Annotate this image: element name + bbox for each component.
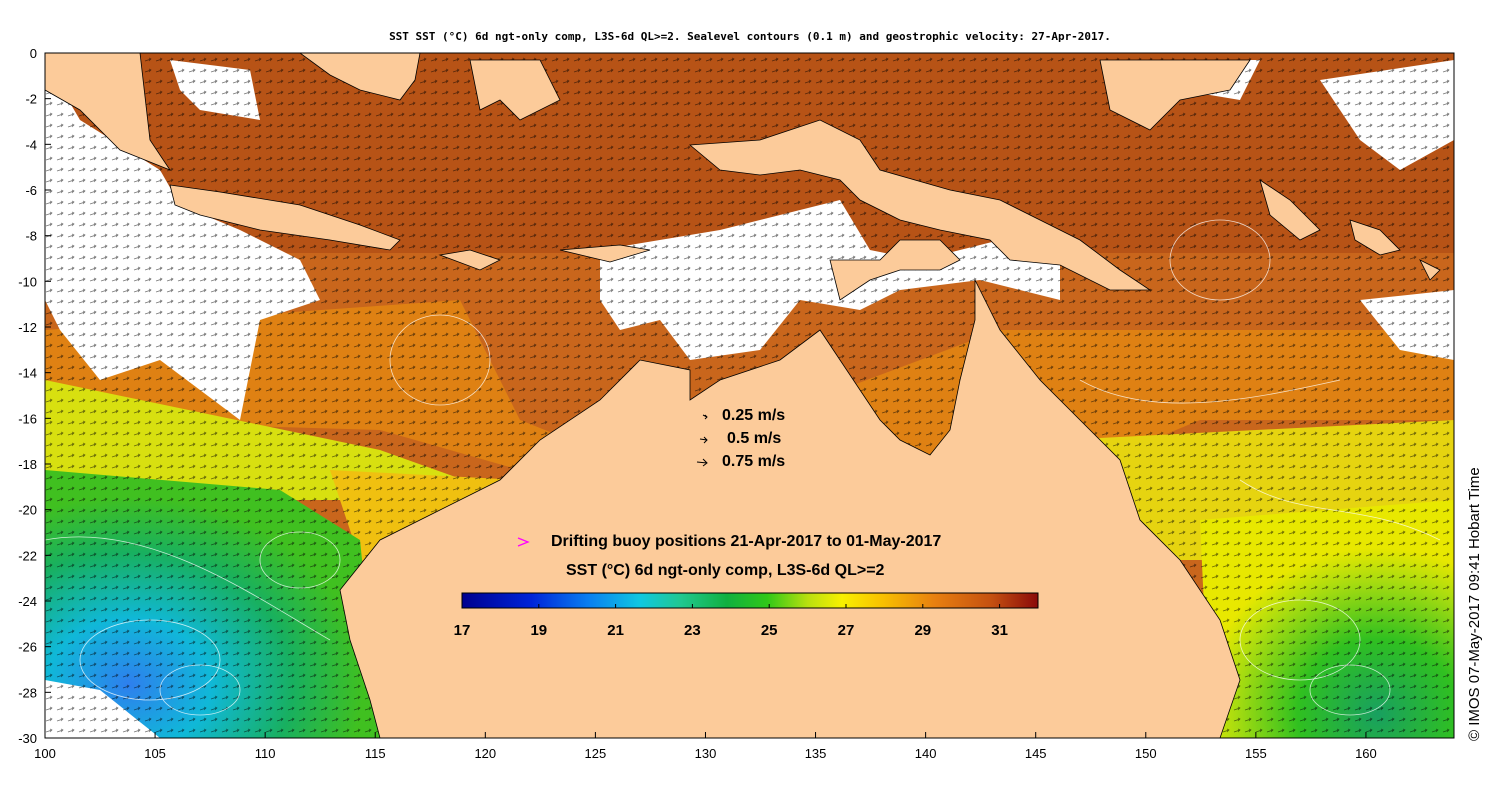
lon-tick-label: 125: [585, 746, 607, 761]
chart-title: SST SST (°C) 6d ngt-only comp, L3S-6d QL…: [389, 30, 1111, 43]
lon-tick-label: 110: [255, 746, 276, 761]
australia-landmass: [339, 279, 1241, 738]
lon-tick-label: 135: [805, 746, 827, 761]
lat-tick-label: -16: [18, 411, 37, 426]
credit-text: © IMOS 07-May-2017 09:41 Hobart Time: [1466, 467, 1483, 741]
lat-tick-label: -30: [18, 731, 37, 746]
colorbar-title: SST (°C) 6d ngt-only comp, L3S-6d QL>=2: [566, 562, 885, 579]
colorbar-tick-label: 17: [454, 622, 471, 639]
lon-tick-label: 155: [1245, 746, 1267, 761]
colorbar: [461, 592, 1039, 609]
arrow-icon-small: [702, 414, 708, 420]
lon-tick-label: 140: [915, 746, 937, 761]
velocity-label-05: 0.5 m/s: [727, 430, 782, 447]
velocity-legend-arrows: [696, 414, 708, 467]
colorbar-tick-label: 27: [838, 622, 855, 639]
lon-tick-label: 160: [1355, 746, 1377, 761]
lat-tick-label: -24: [18, 594, 37, 609]
lat-tick-label: -8: [25, 229, 37, 244]
lat-tick-label: -6: [25, 183, 37, 198]
arrow-icon-medium: [699, 436, 708, 444]
velocity-label-075: 0.75 m/s: [722, 453, 786, 470]
lon-tick-label: 105: [144, 746, 166, 761]
lon-tick-label: 130: [695, 746, 717, 761]
lat-tick-label: -12: [18, 320, 37, 335]
map-frame: [44, 52, 1455, 739]
lat-tick-label: -2: [25, 92, 37, 107]
colorbar-tick-label: 23: [684, 622, 701, 639]
colorbar-tick-label: 29: [914, 622, 931, 639]
arrow-icon-large: [696, 458, 708, 467]
colorbar-tick-label: 31: [991, 622, 1008, 639]
lat-tick-label: -22: [18, 548, 37, 563]
lat-tick-label: -14: [18, 366, 37, 381]
buoy-legend-label: Drifting buoy positions 21-Apr-2017 to 0…: [551, 533, 942, 550]
lon-tick-label: 100: [34, 746, 56, 761]
colorbar-tick-label: 19: [530, 622, 547, 639]
lat-tick-label: -28: [18, 685, 37, 700]
lat-tick-label: -18: [18, 457, 37, 472]
lon-tick-label: 145: [1025, 746, 1047, 761]
land-masses: [45, 53, 1441, 738]
colorbar-ticks: 17 19 21 23 25 27 29 31: [454, 604, 1008, 639]
velocity-label-025: 0.25 m/s: [722, 407, 786, 424]
lon-tick-label: 120: [474, 746, 496, 761]
sealevel-contours: [45, 219, 1441, 716]
lat-tick-label: -26: [18, 640, 37, 655]
buoy-marker-icon: [517, 537, 530, 547]
colorbar-tick-label: 25: [761, 622, 778, 639]
latitude-axis: 0 -2 -4 -6 -8 -10 -12 -14 -16 -18 -20 -22 -24 -26 -28 -…: [18, 46, 51, 746]
lat-tick-label: -10: [18, 274, 37, 289]
longitude-axis: 100 105 110 115 120 125 130 135 140 145 150 155 160: [34, 732, 1377, 761]
lon-tick-label: 115: [365, 746, 386, 761]
lat-tick-label: 0: [30, 46, 37, 61]
lon-tick-label: 150: [1135, 746, 1157, 761]
lat-tick-label: -20: [18, 503, 37, 518]
colorbar-tick-label: 21: [607, 622, 624, 639]
lat-tick-label: -4: [25, 137, 37, 152]
